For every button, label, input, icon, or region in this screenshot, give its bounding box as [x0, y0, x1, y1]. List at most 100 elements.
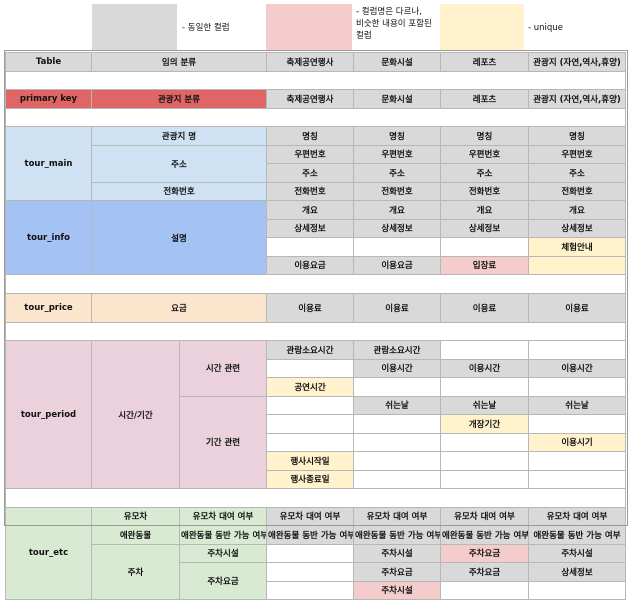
cell: 개요: [440, 200, 529, 220]
cell: 쉬는날: [528, 395, 626, 415]
cell: 이용요금: [353, 255, 441, 275]
cell: 주차시설: [528, 543, 626, 563]
header-table: Table: [5, 52, 92, 72]
table-row: 주소 주소 주소 주소: [6, 163, 626, 183]
primary-key-label: primary key: [5, 89, 92, 109]
header-leports: 레포츠: [440, 52, 529, 72]
cell: 유모차 대여 여부: [353, 506, 441, 526]
legend-swatch-unique: [440, 4, 524, 50]
table-row: tour_price 요금 이용료 이용료 이용료 이용료: [5, 292, 626, 323]
cell: 주차시설: [353, 580, 441, 600]
cell-empty: [266, 562, 354, 582]
cell-empty: [440, 377, 529, 397]
cell-empty: [353, 237, 441, 257]
cell-empty: [353, 432, 441, 452]
cell: 관광지 (자연,역사,휴양): [528, 89, 626, 109]
sub-parking: 주차시설: [179, 543, 267, 563]
cell: 애완동물 동반 가능 여부: [440, 525, 529, 545]
table-row: 주차 주차시설 주차시설 주차요금 주차시설: [6, 543, 626, 600]
cell-empty: [528, 469, 626, 489]
cell: 유모차 대여 여부: [440, 506, 529, 526]
cell: 상세정보: [528, 562, 626, 582]
category-stroller: 유모차: [91, 506, 180, 526]
cell: 우편번호: [528, 144, 626, 164]
legend-text-unique: - unique: [528, 23, 563, 33]
cell: 상세정보: [353, 218, 441, 238]
cell-empty: [353, 451, 441, 471]
cell: 명칭: [266, 126, 354, 146]
legend: - 동일한 컬럼 - 컬럼명은 다르나, 비슷한 내용이 포함된 컬럼 - un…: [0, 0, 631, 50]
table-row: 애완동물 애완동물 동반 가능 여부 애완동물 동반 가능 여부 애완동물 동반…: [6, 525, 626, 545]
table-row: 행사종료일: [6, 469, 626, 489]
cell: 개요: [353, 200, 441, 220]
cell: 개요: [266, 200, 354, 220]
cell-empty: [528, 580, 626, 600]
cell-empty: [528, 377, 626, 397]
category-time: 시간/기간: [91, 340, 180, 489]
cell-empty: [266, 432, 354, 452]
cell: 전화번호: [440, 181, 529, 201]
cell: 레포츠: [440, 89, 529, 109]
tour-main-label: tour_main: [5, 126, 92, 201]
cell-empty: [528, 340, 626, 360]
table-row: 기간 관련 쉬는날 쉬는날 쉬는날: [6, 395, 626, 489]
header-category: 임의 분류: [91, 52, 267, 72]
cell: 주차요금: [353, 562, 441, 582]
header-festival: 축제공연행사: [266, 52, 354, 72]
cell: 유모차 대여 여부: [266, 506, 354, 526]
cell: 주소: [440, 163, 529, 183]
cell-empty: [353, 414, 441, 434]
cell: 개요: [528, 200, 626, 220]
cell: 이용료: [528, 292, 626, 323]
table-row: tour_period 시간/기간 시간 관련 관람소요시간 관람소요시간: [5, 340, 626, 489]
table-row: tour_info 설명 개요 개요 개요 개요: [5, 200, 626, 275]
sub-period: 기간 관련: [179, 395, 267, 489]
table-row: tour_main 관광지 명 명칭 명칭 명칭 명칭: [5, 126, 626, 201]
category-phone: 전화번호: [91, 181, 267, 201]
cell: 우편번호: [266, 144, 354, 164]
cell: 애완동물 동반 가능 여부: [266, 525, 354, 545]
table-row: 이용시간 이용시간 이용시간: [6, 358, 626, 378]
cell: 문화시설: [353, 89, 441, 109]
cell-empty: [266, 395, 354, 415]
primary-key-row: primary key 관광지 분류 축제공연행사 문화시설 레포츠 관광지 (…: [5, 89, 626, 109]
legend-swatch-same: [92, 4, 177, 50]
category-name: 관광지 명: [91, 126, 267, 146]
cell: 전화번호: [353, 181, 441, 201]
cell: 애완동물 동반 가능 여부: [528, 525, 626, 545]
cell-empty: [440, 580, 529, 600]
cell: 명칭: [353, 126, 441, 146]
table-row: 이용요금 이용요금 입장료: [6, 255, 626, 275]
cell: 상세정보: [528, 218, 626, 238]
sub-time: 시간 관련: [179, 340, 267, 397]
legend-swatch-similar: [266, 4, 352, 50]
cell: 주차시설: [353, 543, 441, 563]
table-row: 공연시간: [6, 377, 626, 397]
header-tourist-spot: 관광지 (자연,역사,휴양): [528, 52, 626, 72]
table-row: 체험안내: [6, 237, 626, 257]
cell: 행사종료일: [266, 469, 354, 489]
cell: 명칭: [440, 126, 529, 146]
sub-pet: 애완동물 동반 가능 여부: [179, 525, 267, 545]
cell-empty: [440, 469, 529, 489]
cell: 축제공연행사: [266, 89, 354, 109]
cell-empty: [353, 377, 441, 397]
table-row: tour_etc 유모차 유모차 대여 여부 유모차 대여 여부 유모차 대여 …: [5, 506, 626, 600]
cell: 이용시간: [353, 358, 441, 378]
table-row: 주소 우편번호 우편번호 우편번호 우편번호: [6, 144, 626, 183]
legend-text-similar: - 컬럼명은 다르나, 비슷한 내용이 포함된 컬럼: [356, 7, 432, 41]
cell: 이용시간: [528, 358, 626, 378]
cell-empty: [266, 543, 354, 563]
cell: 이용료: [440, 292, 529, 323]
cell-empty: [440, 451, 529, 471]
cell: 이용시기: [528, 432, 626, 452]
category-address: 주소: [91, 144, 267, 183]
cell-empty: [528, 451, 626, 471]
category-parking: 주차: [91, 543, 180, 600]
cell: 이용료: [266, 292, 354, 323]
cell: 전화번호: [528, 181, 626, 201]
cell: 행사시작일: [266, 451, 354, 471]
cell: 상세정보: [440, 218, 529, 238]
category-price: 요금: [91, 292, 267, 323]
header-row: Table 임의 분류 축제공연행사 문화시설 레포츠 관광지 (자연,역사,휴…: [5, 52, 626, 72]
